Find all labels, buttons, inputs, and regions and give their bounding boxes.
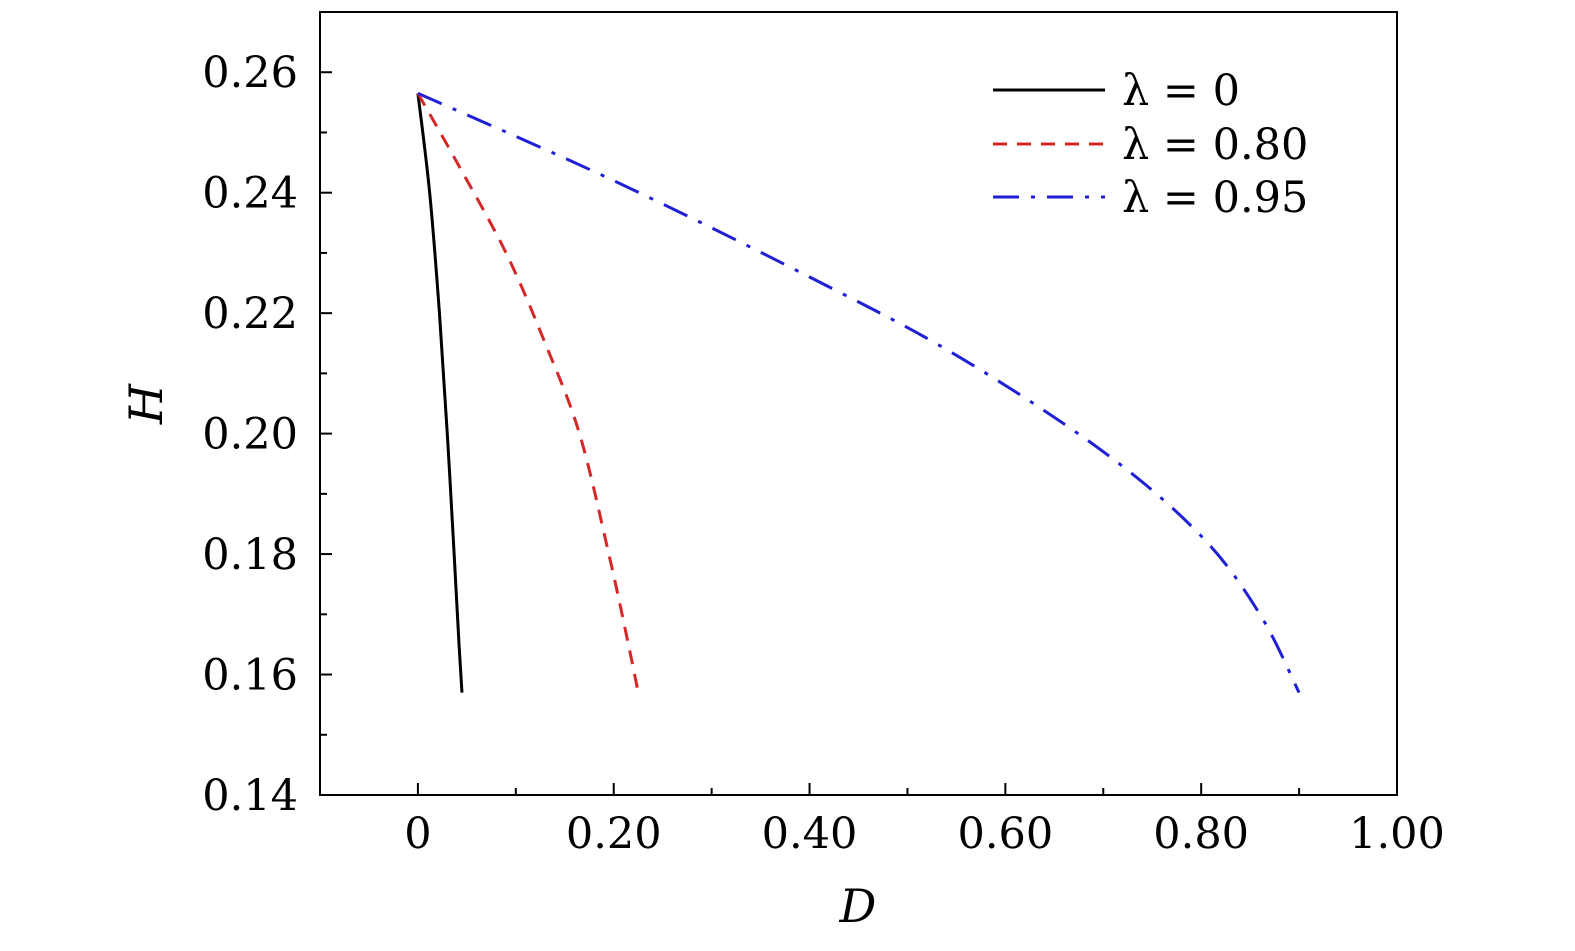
series-layer (416, 91, 1301, 694)
x-tick-label: 0 (404, 809, 431, 859)
series-line-1 (416, 92, 640, 693)
x-tick-label: 0.20 (566, 809, 662, 859)
y-tick-label: 0.14 (202, 771, 298, 821)
y-tick-label: 0.26 (202, 48, 298, 98)
y-tick-label: 0.16 (202, 651, 298, 701)
y-tick-label: 0.22 (202, 289, 298, 339)
x-tick-label: 0.60 (957, 809, 1053, 859)
x-axis-title: D (839, 879, 877, 933)
x-tick-label: 0.80 (1153, 809, 1249, 859)
series-line-2 (417, 91, 1301, 694)
legend: λ = 0λ = 0.80λ = 0.95 (993, 66, 1308, 223)
y-tick-label: 0.20 (202, 410, 298, 460)
y-axis-title: H (119, 383, 173, 425)
plot-frame (319, 11, 1398, 796)
series-line-0 (416, 93, 464, 693)
x-tick-label: 1.00 (1349, 809, 1445, 859)
y-axis-ticks: 0.14 0.16 0.18 0.20 0.22 0.24 0.26 (202, 48, 332, 821)
y-tick-label: 0.24 (202, 169, 298, 219)
x-tick-label: 0.40 (762, 809, 858, 859)
legend-label-1: λ = 0.80 (1122, 120, 1308, 170)
x-axis-ticks: 0 0.20 0.40 0.60 0.80 1.00 (404, 783, 1445, 859)
legend-label-2: λ = 0.95 (1122, 173, 1308, 223)
y-tick-label: 0.18 (202, 530, 298, 580)
legend-label-0: λ = 0 (1122, 66, 1240, 116)
